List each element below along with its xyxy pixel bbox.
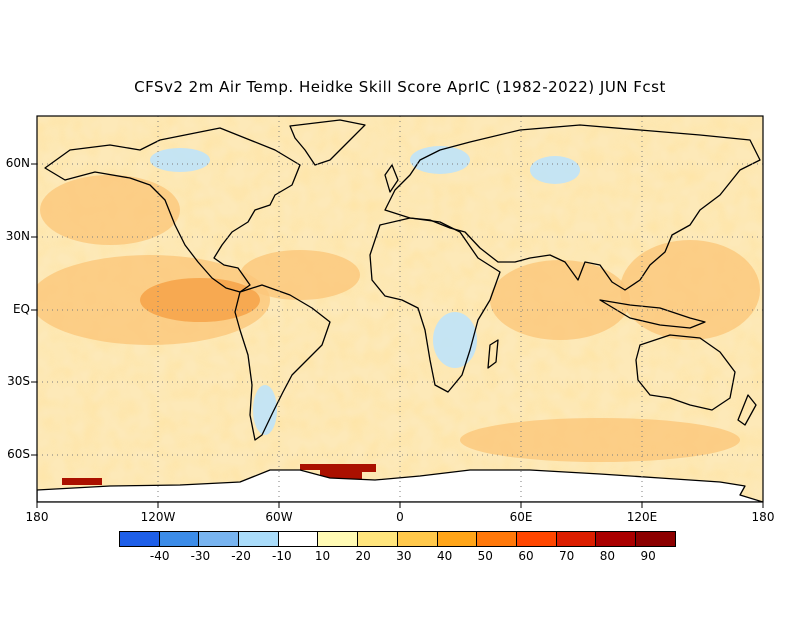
south-america-coastline bbox=[234, 284, 331, 441]
colorbar-tick-label: -20 bbox=[231, 549, 251, 563]
colorbar-swatch bbox=[198, 531, 240, 547]
colorbar-swatch bbox=[119, 531, 160, 547]
colorbar-tick-label: -40 bbox=[149, 549, 170, 563]
colorbar-tick-label: -30 bbox=[190, 549, 211, 563]
europe-cool-patch bbox=[410, 146, 470, 174]
uk-coastline bbox=[384, 164, 399, 193]
eurasia-coastline bbox=[384, 124, 761, 291]
north-america-cool-patch bbox=[150, 148, 210, 172]
colorbar-swatch bbox=[158, 531, 200, 547]
colorbar-swatch bbox=[634, 531, 676, 547]
indian-ocean-warm-band bbox=[490, 260, 630, 340]
colorbar-tick-label: 30 bbox=[396, 549, 412, 563]
colorbar-swatch bbox=[476, 531, 517, 547]
lat-label-30s: 30S bbox=[7, 374, 30, 388]
greenland-coastline bbox=[289, 119, 366, 166]
north-pacific-warm-band bbox=[40, 175, 180, 245]
siberia-cool-patch bbox=[530, 156, 580, 184]
colorbar-swatch bbox=[515, 531, 557, 547]
lon-label-0: 0 bbox=[396, 510, 404, 524]
antarctic-high-skill-west bbox=[62, 478, 102, 485]
north-america-coastline bbox=[44, 127, 301, 293]
colorbar bbox=[119, 531, 676, 547]
australia-coastline bbox=[635, 334, 736, 411]
lat-label-60s: 60S bbox=[7, 447, 30, 461]
central-africa-cool-patch bbox=[433, 312, 477, 368]
lon-label-60w: 60W bbox=[265, 510, 293, 524]
patagonia-cool-patch bbox=[253, 385, 277, 435]
map-title: CFSv2 2m Air Temp. Heidke Skill Score Ap… bbox=[134, 78, 666, 96]
lon-label-120e: 120E bbox=[626, 510, 658, 524]
axis-ticks bbox=[31, 163, 764, 508]
colorbar-tick-label: -10 bbox=[271, 549, 292, 563]
colorbar-tick-label: 70 bbox=[559, 549, 575, 563]
west-pacific-warm-band bbox=[620, 240, 760, 340]
colorbar-swatch bbox=[357, 531, 398, 547]
colorbar-tick-label: 80 bbox=[599, 549, 616, 563]
lat-label-60n: 60N bbox=[5, 156, 30, 170]
colorbar-swatch bbox=[595, 531, 636, 547]
east-pacific-core bbox=[140, 278, 260, 322]
colorbar-tick-label: 90 bbox=[640, 549, 656, 563]
colorbar-swatch bbox=[277, 531, 319, 547]
africa-coastline bbox=[369, 217, 501, 393]
colorbar-tick-label: 20 bbox=[355, 549, 371, 563]
lon-label-180e: 180 bbox=[751, 510, 775, 524]
indonesia-coastline bbox=[599, 299, 706, 329]
map-field bbox=[37, 116, 763, 502]
southern-ocean-warm-band bbox=[460, 418, 740, 462]
colorbar-swatch bbox=[238, 531, 279, 547]
lon-label-180w: 180 bbox=[25, 510, 49, 524]
new-zealand-coastline bbox=[737, 394, 757, 426]
graticule bbox=[37, 116, 763, 502]
colorbar-swatch bbox=[317, 531, 359, 547]
colorbar-swatch bbox=[396, 531, 438, 547]
colorbar-tick-label: 50 bbox=[477, 549, 493, 563]
lon-label-60e: 60E bbox=[509, 510, 533, 524]
colorbar-swatch bbox=[436, 531, 478, 547]
lat-label-30n: 30N bbox=[5, 229, 30, 243]
lon-label-120w: 120W bbox=[140, 510, 176, 524]
colorbar-tick-label: 60 bbox=[518, 549, 534, 563]
colorbar-swatch bbox=[555, 531, 597, 547]
madagascar-coastline bbox=[487, 339, 499, 369]
tropical-atlantic-warm-band bbox=[240, 250, 360, 300]
colorbar-tick-label: 10 bbox=[314, 549, 331, 563]
lat-label-eq: EQ bbox=[12, 302, 30, 316]
colorbar-tick-label: 40 bbox=[436, 549, 453, 563]
